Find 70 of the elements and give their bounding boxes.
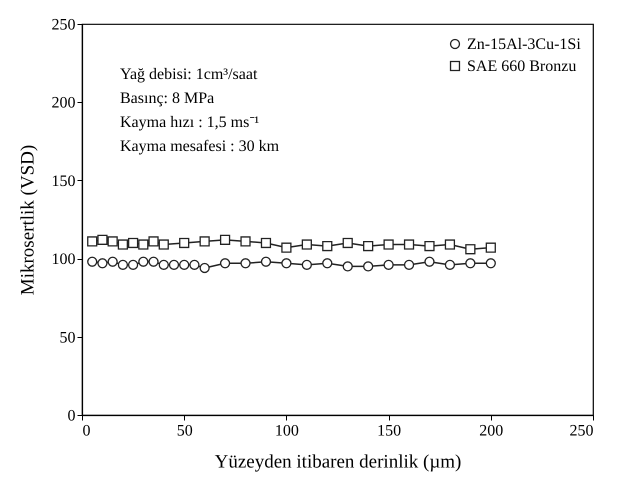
annotation: Kayma mesafesi : 30 km [120, 138, 280, 155]
y-tick-label: 250 [52, 16, 76, 34]
point [97, 234, 108, 245]
point [148, 236, 159, 247]
legend-label: SAE 660 Bronzu [467, 58, 576, 75]
x-tick-label: 0 [82, 422, 90, 440]
point [158, 239, 169, 250]
point [200, 236, 210, 247]
point [486, 242, 496, 253]
y-tick-label: 50 [60, 329, 76, 346]
point [87, 236, 98, 247]
annotation: Kayma hızı : 1,5 ms⁻¹ [120, 114, 260, 131]
annotation: Basınç: 8 MPa [120, 90, 214, 107]
y-tick-label: 0 [68, 408, 76, 424]
x-tick-label: 100 [274, 422, 299, 440]
point [260, 256, 272, 267]
point [322, 240, 332, 252]
y-axis-title: Mikrosertlik (VSD) [18, 144, 38, 296]
point [302, 239, 312, 250]
point [465, 258, 476, 268]
point [220, 234, 230, 245]
point [118, 239, 128, 250]
point [363, 240, 374, 252]
point [404, 260, 414, 270]
annotation: Yağ debisi: 1cm³/saat [120, 66, 258, 83]
x-tick-label: 50 [176, 422, 193, 440]
point [240, 258, 251, 268]
legend-label: Zn-15Al-3Cu-1Si [467, 36, 582, 53]
point [260, 238, 272, 248]
point [302, 260, 312, 270]
point [444, 239, 456, 250]
point [138, 256, 148, 267]
point [322, 258, 332, 268]
point [486, 258, 496, 268]
y-tick-label: 200 [52, 94, 76, 112]
point [179, 260, 190, 270]
point [118, 260, 128, 270]
y-tick-label: 100 [52, 251, 76, 268]
point [342, 261, 353, 272]
x-axis-title: Yüzeyden itibaren derinlik (µm) [214, 452, 462, 472]
point [108, 236, 118, 247]
point [444, 260, 456, 270]
point [200, 262, 210, 274]
point [240, 236, 251, 247]
x-tick-label: 250 [570, 422, 594, 440]
point [148, 256, 159, 267]
point [97, 258, 108, 268]
point [87, 256, 98, 267]
point [383, 260, 394, 270]
point [424, 256, 435, 267]
point [404, 239, 414, 250]
point [108, 256, 118, 267]
point [363, 261, 374, 272]
point [342, 238, 353, 248]
point [128, 260, 138, 270]
point [220, 258, 230, 268]
point [189, 260, 200, 270]
y-tick-label: 150 [52, 172, 76, 190]
point [424, 240, 435, 252]
point [383, 239, 394, 250]
point [138, 239, 148, 250]
point [179, 238, 190, 248]
point [281, 258, 292, 268]
point [465, 244, 476, 254]
x-tick-label: 200 [479, 422, 504, 440]
point [128, 238, 138, 248]
point [158, 260, 169, 270]
point [168, 260, 180, 270]
x-tick-label: 150 [377, 422, 402, 440]
point [281, 242, 292, 253]
